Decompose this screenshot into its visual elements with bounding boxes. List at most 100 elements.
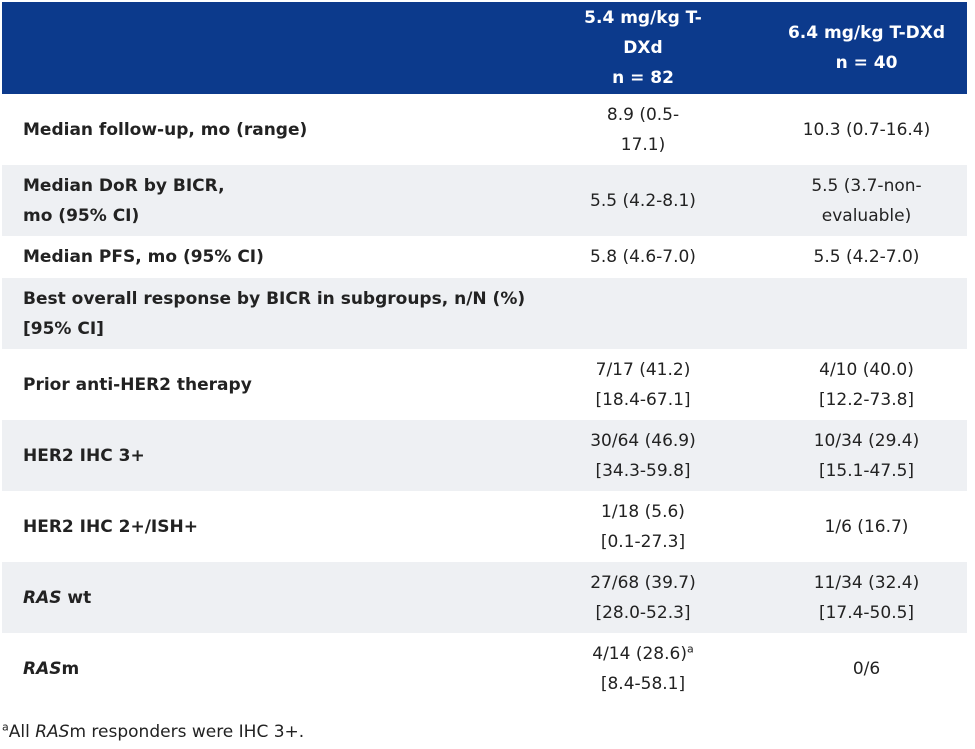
row-label: Median DoR by BICR, mo (95% CI) xyxy=(2,165,520,236)
value-cell xyxy=(766,278,967,349)
label-italic: RAS xyxy=(23,658,62,679)
table-row: RAS wt 27/68 (39.7) [28.0-52.3] 11/34 (32.4… xyxy=(2,562,967,633)
value-line: 27/68 (39.7) xyxy=(520,568,766,598)
header-row: 5.4 mg/kg T- DXd n = 82 6.4 mg/kg T-DXd n = … xyxy=(2,2,967,94)
header-cell: 5.4 mg/kg T- DXd n = 82 xyxy=(520,2,766,94)
value-cell: 30/64 (46.9) [34.3-59.8] xyxy=(520,420,766,491)
value-line: 8.9 (0.5- xyxy=(520,100,766,130)
value-line: [8.4-58.1] xyxy=(520,669,766,699)
row-label: RASm xyxy=(2,633,520,704)
value-line: [12.2-73.8] xyxy=(766,385,967,415)
value-text: [15.1-47.5] xyxy=(818,460,915,481)
value-text: 4/10 (40.0) xyxy=(819,359,914,380)
header-text: DXd xyxy=(623,38,663,58)
label-line: mo (95% CI) xyxy=(23,201,520,231)
row-label: HER2 IHC 2+/ISH+ xyxy=(2,491,520,562)
value-line: [34.3-59.8] xyxy=(520,456,766,486)
value-cell xyxy=(520,278,766,349)
label-text: HER2 IHC 3+ xyxy=(23,445,145,466)
footnote-italic: RAS xyxy=(35,722,70,742)
value-line: [28.0-52.3] xyxy=(520,598,766,628)
label-text: [95% CI] xyxy=(23,318,104,339)
value-line: [17.4-50.5] xyxy=(766,598,967,628)
label-text: m xyxy=(61,658,80,679)
value-cell: 1/6 (16.7) xyxy=(766,491,967,562)
table-body: Median follow-up, mo (range) 8.9 (0.5- 17.… xyxy=(2,94,967,704)
value-line: [15.1-47.5] xyxy=(766,456,967,486)
value-text: 5.5 (4.2-7.0) xyxy=(813,247,920,267)
value-text: [18.4-67.1] xyxy=(595,389,691,410)
value-text: 5.8 (4.6-7.0) xyxy=(590,247,696,267)
value-cell: 1/18 (5.6) [0.1-27.3] xyxy=(520,491,766,562)
value-line: 5.5 (4.2-8.1) xyxy=(520,186,766,216)
value-cell: 8.9 (0.5- 17.1) xyxy=(520,94,766,165)
table-row: Median DoR by BICR, mo (95% CI) 5.5 (4.2-8… xyxy=(2,165,967,236)
value-text: 1/6 (16.7) xyxy=(824,516,909,537)
value-text: 5.5 (3.7-non- xyxy=(811,175,922,196)
value-cell: 11/34 (32.4) [17.4-50.5] xyxy=(766,562,967,633)
header-text: n = 40 xyxy=(835,53,898,73)
table-row: Median follow-up, mo (range) 8.9 (0.5- 17.… xyxy=(2,94,967,165)
header-text: 6.4 mg/kg T-DXd xyxy=(787,23,946,43)
note-mark: a xyxy=(686,641,694,655)
value-text: 17.1) xyxy=(620,134,666,155)
row-label: Best overall response by BICR in subgrou… xyxy=(2,278,525,349)
row-label: Prior anti-HER2 therapy xyxy=(2,349,520,420)
value-line: 30/64 (46.9) xyxy=(520,426,766,456)
value-text: [8.4-58.1] xyxy=(600,673,686,694)
table-row: HER2 IHC 3+ 30/64 (46.9) [34.3-59.8] 10/34 … xyxy=(2,420,967,491)
label-line: Median PFS, mo (95% CI) xyxy=(23,242,520,272)
value-text: 5.5 (4.2-8.1) xyxy=(590,190,696,211)
label-text: Best overall response by BICR in subgrou… xyxy=(23,288,526,309)
value-text: [34.3-59.8] xyxy=(595,460,691,481)
value-cell: 7/17 (41.2) [18.4-67.1] xyxy=(520,349,766,420)
value-line: 11/34 (32.4) xyxy=(766,568,967,598)
value-line: 10/34 (29.4) xyxy=(766,426,967,456)
footnote-text: m responders were IHC 3+. xyxy=(69,722,305,742)
label-text: Median PFS, mo (95% CI) xyxy=(23,247,264,267)
label-line: Prior anti-HER2 therapy xyxy=(23,370,520,400)
value-text: 7/17 (41.2) xyxy=(595,359,691,380)
value-cell: 5.8 (4.6-7.0) xyxy=(520,236,766,278)
table-row: RASm 4/14 (28.6)a [8.4-58.1] 0/6 xyxy=(2,633,967,704)
value-line: 5.5 (4.2-7.0) xyxy=(766,242,967,272)
value-text: 10/34 (29.4) xyxy=(813,430,920,451)
footnote-text: All xyxy=(8,722,36,742)
table-row: Best overall response by BICR in subgrou… xyxy=(2,278,967,349)
value-text: 8.9 (0.5- xyxy=(606,104,680,125)
label-text: mo (95% CI) xyxy=(23,205,140,226)
value-text: [0.1-27.3] xyxy=(600,531,686,552)
label-text: Median follow-up, mo (range) xyxy=(23,119,308,140)
value-line: [0.1-27.3] xyxy=(520,527,766,557)
label-line: HER2 IHC 2+/ISH+ xyxy=(23,512,520,542)
value-line: 4/14 (28.6)a xyxy=(520,639,766,669)
value-text: 1/18 (5.6) xyxy=(601,501,685,522)
header-cell xyxy=(2,2,520,94)
value-text: [28.0-52.3] xyxy=(595,602,691,623)
label-line: RASm xyxy=(23,654,520,684)
label-text: Prior anti-HER2 therapy xyxy=(23,374,252,395)
value-line: 7/17 (41.2) xyxy=(520,355,766,385)
row-label: Median follow-up, mo (range) xyxy=(2,94,520,165)
value-text: 10.3 (0.7-16.4) xyxy=(802,119,931,140)
row-label: HER2 IHC 3+ xyxy=(2,420,520,491)
label-text: wt xyxy=(61,587,92,608)
value-text: 0/6 xyxy=(852,658,881,679)
value-text: 27/68 (39.7) xyxy=(590,572,696,593)
row-label: Median PFS, mo (95% CI) xyxy=(2,236,520,278)
label-line: [95% CI] xyxy=(23,314,520,344)
value-text: evaluable) xyxy=(821,205,912,226)
table-row: HER2 IHC 2+/ISH+ 1/18 (5.6) [0.1-27.3] 1/6 … xyxy=(2,491,967,562)
value-cell: 0/6 xyxy=(766,633,967,704)
row-label: RAS wt xyxy=(2,562,520,633)
value-line: 1/18 (5.6) xyxy=(520,497,766,527)
header-text: 5.4 mg/kg T- xyxy=(584,8,702,28)
header-text: n = 82 xyxy=(612,68,674,88)
label-text: HER2 IHC 2+/ISH+ xyxy=(23,516,198,537)
value-cell: 4/14 (28.6)a [8.4-58.1] xyxy=(520,633,766,704)
value-line: evaluable) xyxy=(766,201,967,231)
label-line: Median follow-up, mo (range) xyxy=(23,115,520,145)
value-cell: 27/68 (39.7) [28.0-52.3] xyxy=(520,562,766,633)
value-text: 4/14 (28.6) xyxy=(592,643,687,664)
